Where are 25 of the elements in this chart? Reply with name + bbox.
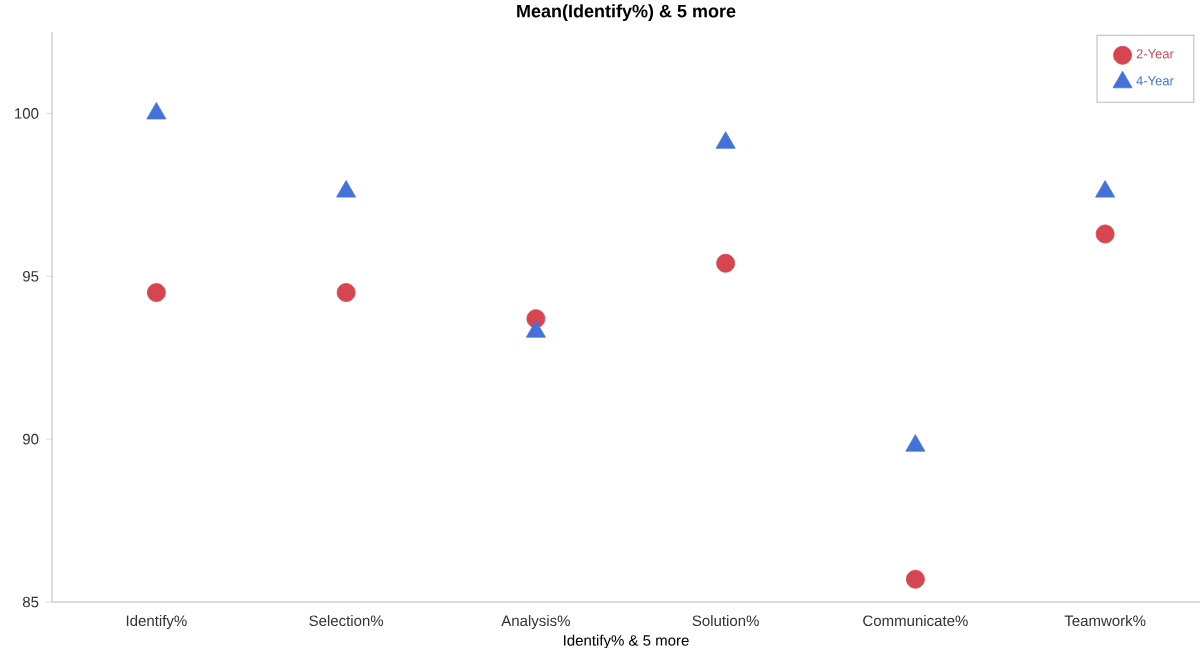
x-tick-label: Communicate%	[863, 615, 968, 627]
y-tick-label: 100	[15, 108, 39, 119]
point	[146, 283, 166, 302]
point	[716, 253, 736, 273]
legend-label: 2-Year	[1136, 49, 1174, 59]
x-tick-label: Teamwork%	[1064, 615, 1146, 627]
x-tick-label: Analysis%	[501, 615, 570, 630]
point	[715, 131, 736, 149]
legend-label: 4-Year	[1136, 76, 1174, 86]
y-tick-label: 90	[22, 433, 39, 445]
point	[525, 320, 546, 338]
point	[1095, 224, 1115, 244]
point	[146, 102, 167, 120]
point	[905, 434, 926, 452]
x-tick-label: Solution%	[692, 615, 759, 627]
point	[336, 180, 357, 198]
point	[336, 283, 356, 302]
point	[1095, 180, 1116, 198]
x-tick-label: Identify%	[126, 615, 187, 630]
chart-title: Mean(Identify%) & 5 more	[517, 4, 736, 22]
point	[905, 569, 925, 589]
x-tick-label: Selection%	[309, 615, 384, 627]
y-tick-label: 95	[22, 270, 39, 282]
x-axis-title: Identify% & 5 more	[564, 634, 689, 648]
y-tick-label: 85	[22, 596, 39, 608]
